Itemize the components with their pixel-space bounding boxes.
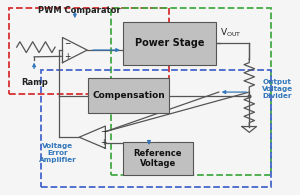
Text: −: − (64, 39, 71, 48)
Text: +: + (64, 52, 71, 61)
Text: +: + (100, 138, 106, 147)
Text: Output
Voltage
Divider: Output Voltage Divider (262, 79, 293, 99)
Text: PWM Comparator: PWM Comparator (38, 5, 121, 15)
Text: Voltage
Error
Amplifier: Voltage Error Amplifier (38, 143, 76, 163)
Text: Ramp: Ramp (21, 77, 47, 87)
Bar (123, 22, 216, 65)
Text: $\mathregular{V_{OUT}}$: $\mathregular{V_{OUT}}$ (220, 26, 242, 39)
Bar (41, 70, 271, 187)
Text: Compensation: Compensation (92, 91, 165, 100)
Text: Reference
Voltage: Reference Voltage (134, 149, 182, 168)
Bar (88, 78, 169, 113)
Text: Power Stage: Power Stage (135, 38, 204, 48)
Bar (111, 8, 271, 175)
Text: −: − (100, 127, 106, 136)
Bar (123, 142, 193, 175)
Bar (9, 8, 169, 94)
